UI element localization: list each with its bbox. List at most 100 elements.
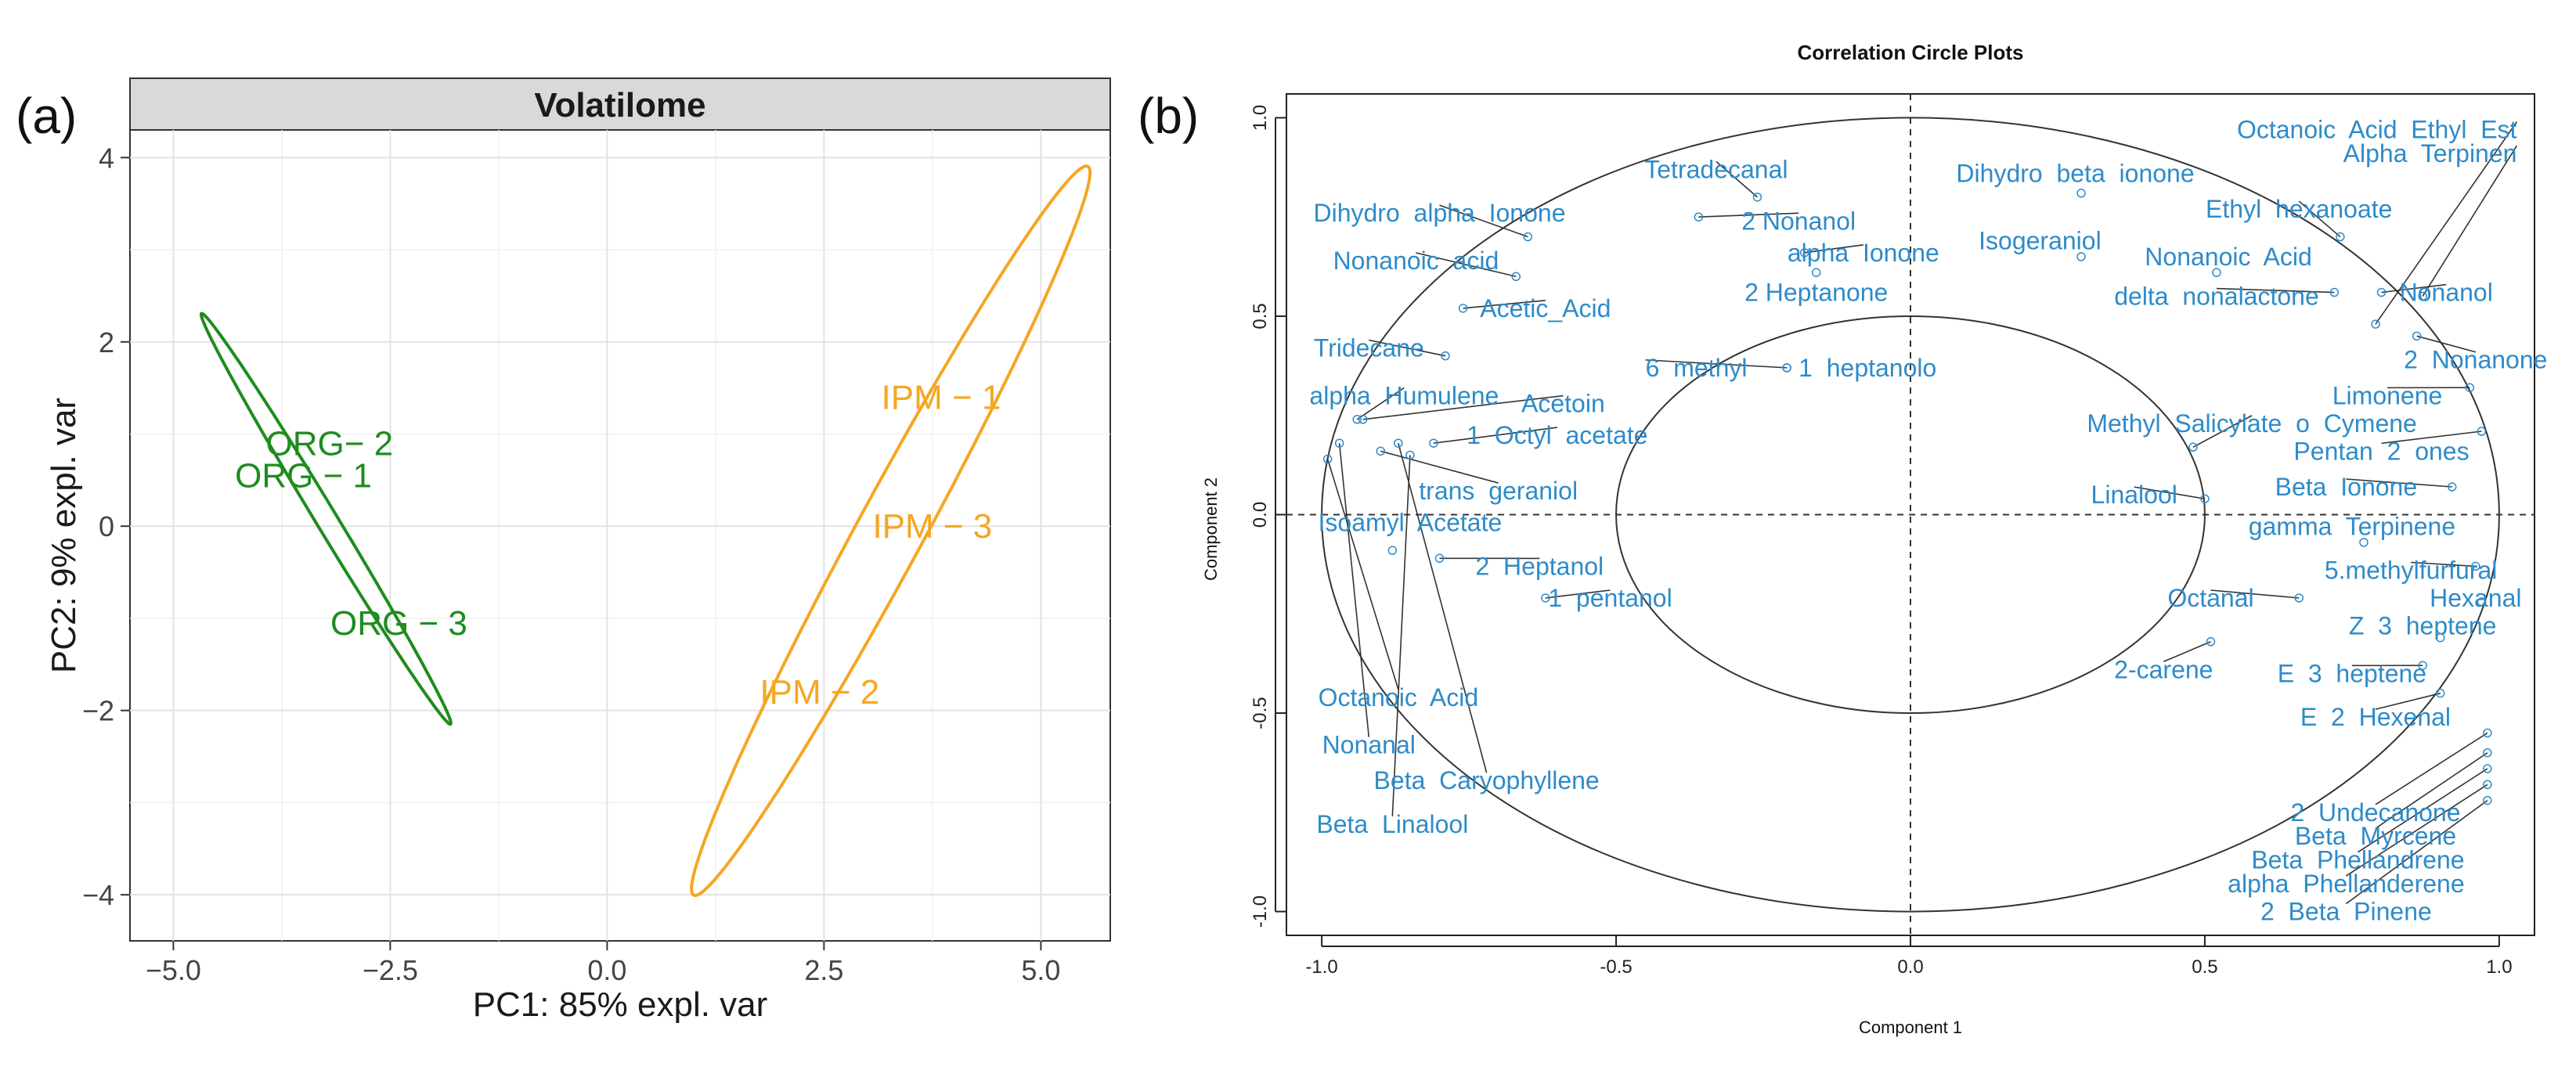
variable-label: Nonanal [1322, 731, 1416, 759]
connector-line [1463, 300, 1546, 309]
x-tick-label: 0.5 [2192, 957, 2217, 978]
connector-line [1698, 212, 1799, 218]
variable-label: Octanoic Acid [1319, 683, 1479, 712]
variable-marker [2483, 780, 2492, 790]
x-tick-label: 1.0 [2486, 957, 2512, 978]
variable-marker [1387, 546, 1398, 555]
variable-label: Octanal [2167, 584, 2253, 612]
variable-label: 2-carene [2114, 655, 2213, 683]
variable-label: Beta Linalool [1316, 810, 1468, 838]
strip-background [129, 77, 1111, 131]
variable-label: 1 Octyl acetate [1467, 421, 1647, 449]
x-axis-title: PC1: 85% expl. var [473, 985, 768, 1024]
variable-marker [1782, 363, 1791, 373]
y-tick-label: 0.5 [1250, 303, 1271, 329]
x-tick-label: 0.0 [587, 954, 626, 986]
variable-marker [2483, 728, 2492, 738]
variable-label: 2 Heptanone [1744, 279, 1888, 307]
variable-marker [1799, 248, 1809, 258]
variable-marker [1541, 593, 1550, 603]
connector-line [2422, 145, 2518, 297]
connector-line [2134, 486, 2206, 500]
variable-label: alpha Phellanderene [2228, 870, 2464, 898]
connector-line [2381, 431, 2482, 445]
x-tick-label: 2.5 [804, 954, 843, 986]
variable-label: trans geraniol [1419, 477, 1578, 505]
connector-line [2163, 641, 2211, 662]
y-tick-label: -1.0 [1250, 895, 1271, 928]
y-tick-label: −4 [82, 879, 114, 911]
variable-label: Limonene [2332, 381, 2443, 409]
org-sample-label: ORG − 3 [330, 604, 467, 643]
y-tick-label: 0 [99, 510, 114, 542]
x-tick-label: 0.0 [1897, 957, 1923, 978]
variable-label: Hexanal [2430, 584, 2521, 612]
variable-label: 2 Nonanol [1741, 207, 1856, 235]
variable-marker [1394, 438, 1403, 448]
variable-marker [1752, 193, 1762, 202]
variable-marker [1334, 438, 1344, 448]
variable-label: 2 Undecanone [2290, 798, 2460, 827]
variable-label: Isoamyl Acetate [1319, 509, 1503, 537]
variable-label: E 2 Hexenal [2300, 703, 2451, 731]
variable-marker [2294, 593, 2304, 603]
panel-b-correlation-circle: (b) Correlation Circle Plots Tetradecana… [1138, 41, 2547, 1037]
connector-line [2375, 692, 2441, 710]
connector-line [1433, 427, 1557, 445]
connector-line [1356, 387, 1405, 420]
connector-line [1362, 394, 1564, 420]
connector-line [1369, 339, 1446, 357]
variable-marker [1523, 232, 1533, 242]
variable-marker [2206, 637, 2216, 647]
variable-label: Nonanol [2400, 279, 2493, 307]
variable-label: Alpha Terpinen [2343, 139, 2517, 168]
connector-line [1439, 204, 1528, 238]
connector-line [1398, 443, 1488, 773]
variable-label: 2 Heptanol [1475, 552, 1604, 580]
connector-line [2381, 283, 2447, 294]
variable-label: Beta Myrcene [2295, 822, 2456, 850]
variable-marker [2447, 482, 2457, 492]
variable-marker [1441, 351, 1450, 361]
variable-marker [1358, 415, 1368, 424]
variable-marker [2076, 189, 2086, 198]
x-tick-label: 5.0 [1021, 954, 1060, 986]
variable-label: Dihydro alpha Ionone [1313, 199, 1565, 227]
ipm-sample-label: IPM − 1 [882, 378, 1001, 416]
connector-line [2375, 752, 2488, 829]
variable-label: 5.methylfurfural [2325, 556, 2498, 584]
strip-title: Volatilome [534, 86, 705, 124]
y-tick-label: 4 [99, 142, 114, 174]
org-sample-label: ORG − 1 [235, 456, 372, 495]
plot-a-panel [129, 129, 1111, 942]
variable-marker [2188, 442, 2198, 452]
connector-line [1380, 450, 1499, 484]
variable-label: Pentan 2 ones [2293, 437, 2469, 465]
connector-line [2358, 768, 2488, 853]
variable-marker [1811, 268, 1821, 277]
y-tick-label: −2 [82, 695, 114, 727]
connector-line [1416, 252, 1517, 278]
y-axis-title: PC2: 9% expl. var [45, 398, 83, 673]
connector-line [2192, 415, 2253, 449]
connector-line [1338, 443, 1370, 737]
variable-label: Acetoin [1521, 390, 1605, 418]
variable-label: 1 pentanol [1548, 584, 1672, 612]
y-tick-label: 0.0 [1250, 502, 1271, 528]
x-tick-label: -1.0 [1305, 957, 1337, 978]
variable-marker [2418, 661, 2427, 670]
connector-line [2216, 287, 2335, 294]
x-axis-title-b: Component 1 [1859, 1018, 1962, 1037]
variable-label: Beta Phellandrene [2251, 846, 2464, 874]
connector-line [2345, 799, 2488, 905]
variable-label: Tetradecanal [1644, 155, 1788, 183]
variable-marker [1322, 454, 1333, 464]
variable-label: Acetic_Acid [1480, 294, 1611, 322]
variable-marker [2412, 331, 2422, 341]
variable-label: alpha Humulene [1309, 381, 1499, 409]
variable-marker [1434, 553, 1445, 564]
variable-marker [1511, 272, 1521, 282]
variable-markers [1322, 189, 2492, 805]
